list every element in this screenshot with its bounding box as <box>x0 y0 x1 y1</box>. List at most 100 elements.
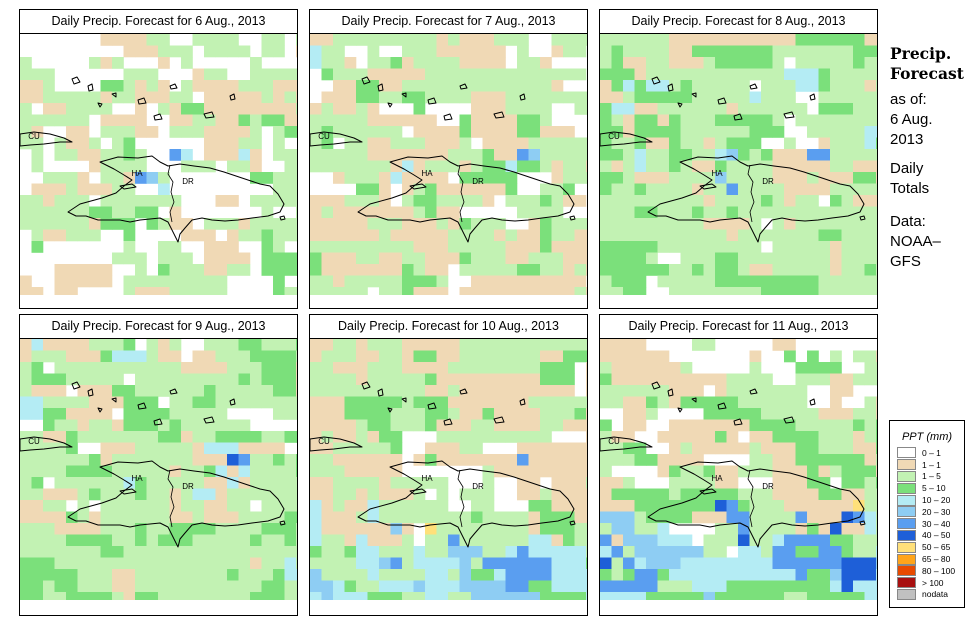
precip-cell <box>853 68 865 81</box>
precip-cell <box>471 91 483 104</box>
precip-cell <box>459 396 472 409</box>
precip-cell <box>413 275 426 288</box>
precip-cell <box>703 431 716 443</box>
precip-cell <box>367 396 380 409</box>
precip-cell <box>784 218 796 230</box>
precip-cell <box>66 569 78 581</box>
precip-cell <box>471 229 483 242</box>
precip-cell <box>333 114 345 127</box>
precip-cell <box>551 511 564 524</box>
precip-cell <box>830 373 842 386</box>
precip-cell <box>112 80 124 92</box>
precip-cell <box>296 149 297 161</box>
precip-cell <box>379 477 391 489</box>
precip-cell <box>459 523 472 535</box>
precip-cell <box>413 91 426 104</box>
precip-cell <box>703 580 716 593</box>
precip-cell <box>77 523 90 535</box>
precip-cell <box>611 287 624 295</box>
precip-cell <box>551 523 564 535</box>
precip-cell <box>66 592 78 600</box>
precip-cell <box>112 557 124 570</box>
precip-cell <box>43 103 55 115</box>
precip-cell <box>657 350 670 363</box>
precip-cell <box>876 557 877 570</box>
precip-cell <box>146 465 159 478</box>
precip-cell <box>726 160 739 173</box>
precip-cell <box>505 172 518 184</box>
precip-cell <box>657 500 670 512</box>
precip-cell <box>738 206 750 219</box>
precip-cell <box>227 252 239 265</box>
precip-cell <box>284 195 297 207</box>
precip-cell <box>611 195 624 207</box>
precip-cell <box>192 68 205 81</box>
precip-cell <box>100 195 113 207</box>
precip-cell <box>669 103 681 115</box>
saona-island-coastline <box>859 520 866 526</box>
precip-cell <box>367 419 380 432</box>
precip-cell <box>505 465 518 478</box>
precip-cell <box>680 465 693 478</box>
precip-cell <box>459 442 472 455</box>
precip-cell <box>356 350 368 363</box>
precip-cell <box>89 477 101 489</box>
precip-cell <box>77 419 90 432</box>
precip-cell <box>772 431 785 443</box>
precip-cell <box>657 373 670 386</box>
precip-cell <box>586 534 587 547</box>
precip-cell <box>227 454 239 466</box>
precip-cell <box>333 534 345 547</box>
bahamas-island-coastline <box>229 93 236 101</box>
precip-cell <box>459 34 472 46</box>
precip-cell <box>425 500 437 512</box>
precip-cell <box>646 362 658 374</box>
precip-cell <box>586 160 587 173</box>
precip-cell <box>623 488 635 501</box>
precip-cell <box>494 592 506 600</box>
precip-cell <box>876 534 877 547</box>
precip-cell <box>135 103 147 115</box>
precip-cell <box>43 229 55 242</box>
precip-cell <box>54 172 67 184</box>
precip-cell <box>333 408 345 420</box>
precip-cell <box>146 431 159 443</box>
label-dominican-republic: DR <box>472 177 484 186</box>
precip-cell <box>726 264 739 276</box>
precip-cell <box>692 195 704 207</box>
precip-cell <box>574 160 587 173</box>
precip-cell <box>135 465 147 478</box>
precip-cell <box>54 569 67 581</box>
label-cuba: CU <box>28 132 40 141</box>
precip-cell <box>310 229 322 242</box>
precip-cell <box>540 465 552 478</box>
precip-cell <box>680 137 693 150</box>
precip-cell <box>692 557 704 570</box>
precip-cell <box>158 350 170 363</box>
precip-cell <box>250 557 262 570</box>
precip-cell <box>611 385 624 397</box>
precip-cell <box>321 126 334 138</box>
precip-cell <box>738 523 750 535</box>
precip-cell <box>250 57 262 69</box>
precip-cell <box>772 45 785 58</box>
precip-cell <box>876 34 877 46</box>
precip-cell <box>749 442 762 455</box>
precip-cell <box>517 264 529 276</box>
precip-cell <box>623 114 635 127</box>
precip-cell <box>669 362 681 374</box>
precip-cell <box>77 373 90 386</box>
precip-cell <box>344 442 357 455</box>
precip-cell <box>818 419 831 432</box>
precip-cell <box>390 442 403 455</box>
precip-cell <box>841 465 854 478</box>
precip-cell <box>623 34 635 46</box>
precip-cell <box>795 264 808 276</box>
precip-cell <box>551 206 564 219</box>
precip-cell <box>876 523 877 535</box>
precip-cell <box>448 34 460 46</box>
precip-cell <box>20 511 32 524</box>
precip-cell <box>20 126 32 138</box>
precip-cell <box>795 362 808 374</box>
legend-swatch <box>897 553 916 565</box>
